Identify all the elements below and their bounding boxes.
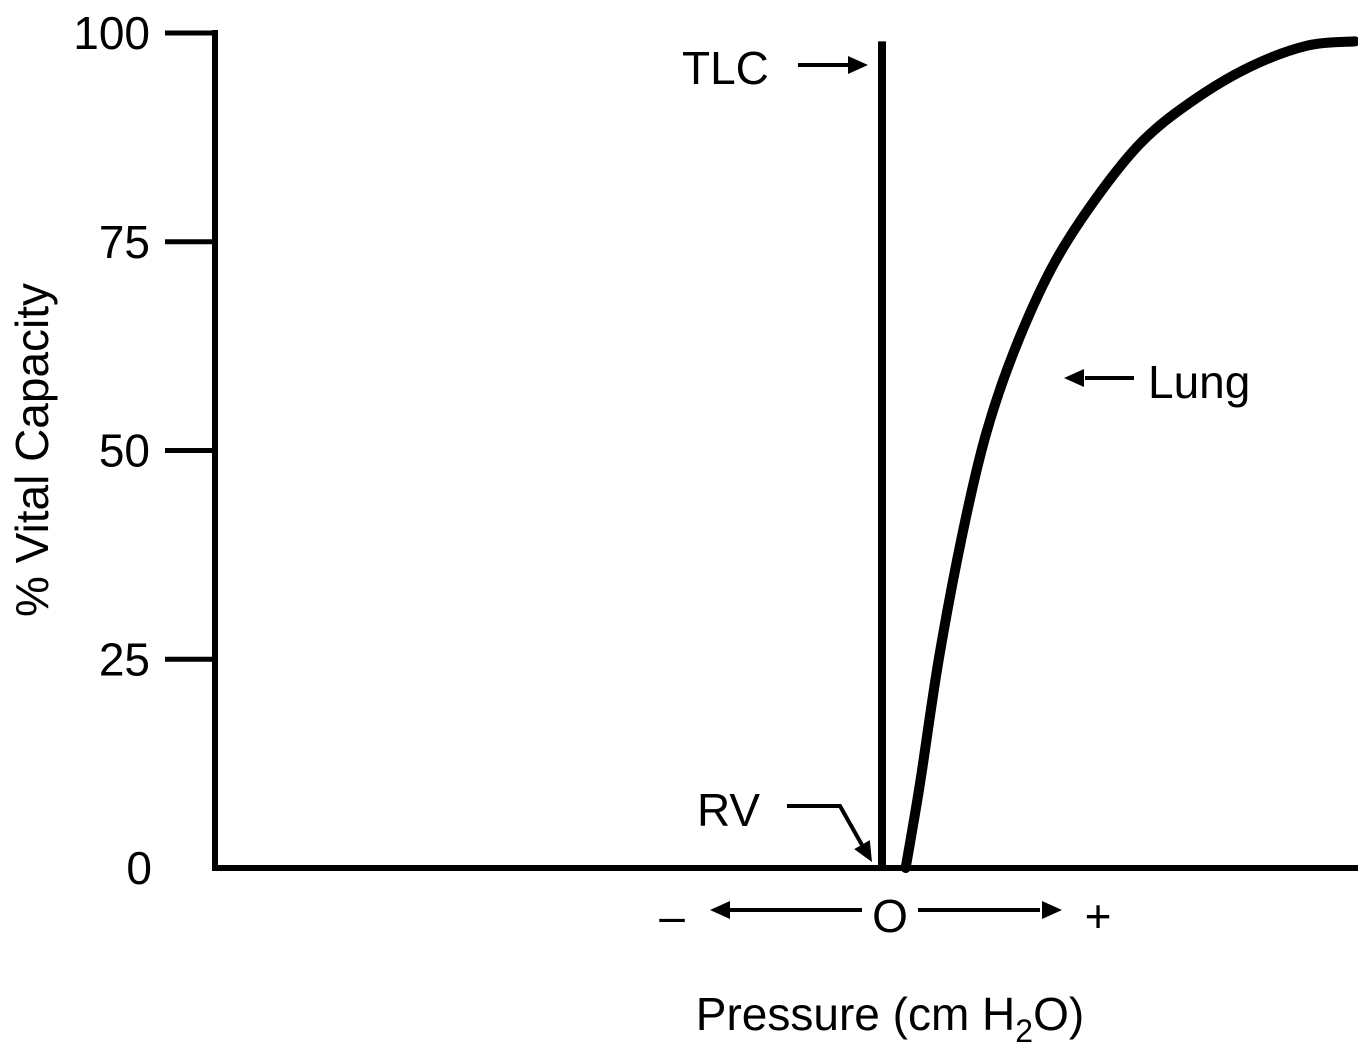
y-tick-label: 100: [73, 7, 150, 59]
y-tick-label: 25: [99, 633, 150, 685]
series: [878, 36, 1358, 873]
rv-arrow-head: [854, 840, 872, 862]
x-axis-label-end: O): [1033, 988, 1084, 1040]
y-ticks: 0 25 50 75 100: [73, 7, 215, 894]
rv-arrow-shaft: [787, 804, 864, 846]
y-tick-label: 50: [99, 425, 150, 477]
x-origin-label: O: [872, 890, 908, 942]
positive-pressure-arrow-head: [1042, 901, 1062, 919]
lung-arrow-head: [1064, 369, 1084, 387]
x-negative-label: –: [659, 890, 685, 942]
tlc-arrow-head: [848, 56, 868, 74]
x-axis-label-main: Pressure (cm H: [696, 988, 1015, 1040]
y-axis-label: % Vital Capacity: [6, 283, 58, 617]
lung-label: Lung: [1148, 356, 1250, 408]
x-axis-label: Pressure (cm H2O): [696, 988, 1084, 1049]
axes: [212, 30, 1358, 871]
tlc-label: TLC: [682, 42, 769, 94]
negative-pressure-arrow-head: [710, 901, 730, 919]
y-tick-label: 0: [126, 842, 152, 894]
lung-curve: [900, 36, 1358, 873]
rv-label: RV: [697, 784, 760, 836]
y-tick-label: 75: [99, 216, 150, 268]
x-positive-label: +: [1085, 890, 1112, 942]
x-axis-label-subscript: 2: [1015, 1013, 1033, 1049]
annotations: [710, 56, 1134, 919]
